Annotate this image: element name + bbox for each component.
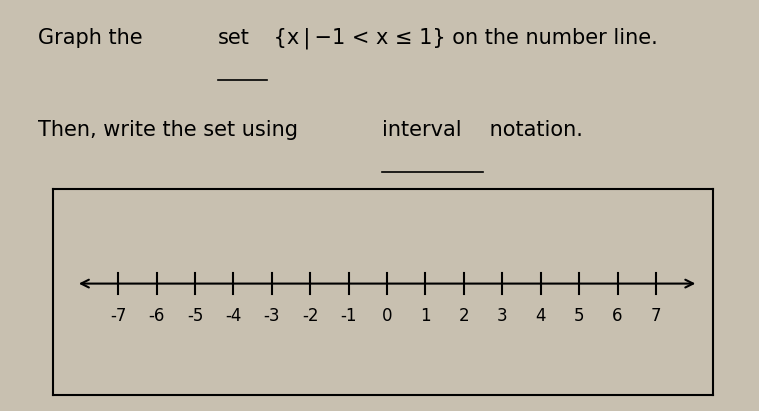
Text: 6: 6 (613, 307, 623, 326)
Text: -6: -6 (149, 307, 165, 326)
Text: -3: -3 (263, 307, 280, 326)
Text: 0: 0 (382, 307, 392, 326)
Text: Graph the: Graph the (38, 28, 150, 48)
Text: notation.: notation. (483, 120, 583, 140)
Text: -2: -2 (302, 307, 319, 326)
Text: 3: 3 (497, 307, 508, 326)
Text: 5: 5 (574, 307, 584, 326)
Text: Then, write the set using: Then, write the set using (38, 120, 304, 140)
Text: 2: 2 (458, 307, 469, 326)
Text: 4: 4 (535, 307, 546, 326)
Text: -4: -4 (225, 307, 241, 326)
Text: 7: 7 (650, 307, 661, 326)
Text: interval: interval (382, 120, 461, 140)
Text: {x | −1 < x ≤ 1} on the number line.: {x | −1 < x ≤ 1} on the number line. (267, 28, 658, 49)
Text: -5: -5 (187, 307, 203, 326)
Text: -7: -7 (110, 307, 127, 326)
Text: set: set (218, 28, 250, 48)
Text: -1: -1 (341, 307, 357, 326)
Text: 1: 1 (420, 307, 431, 326)
